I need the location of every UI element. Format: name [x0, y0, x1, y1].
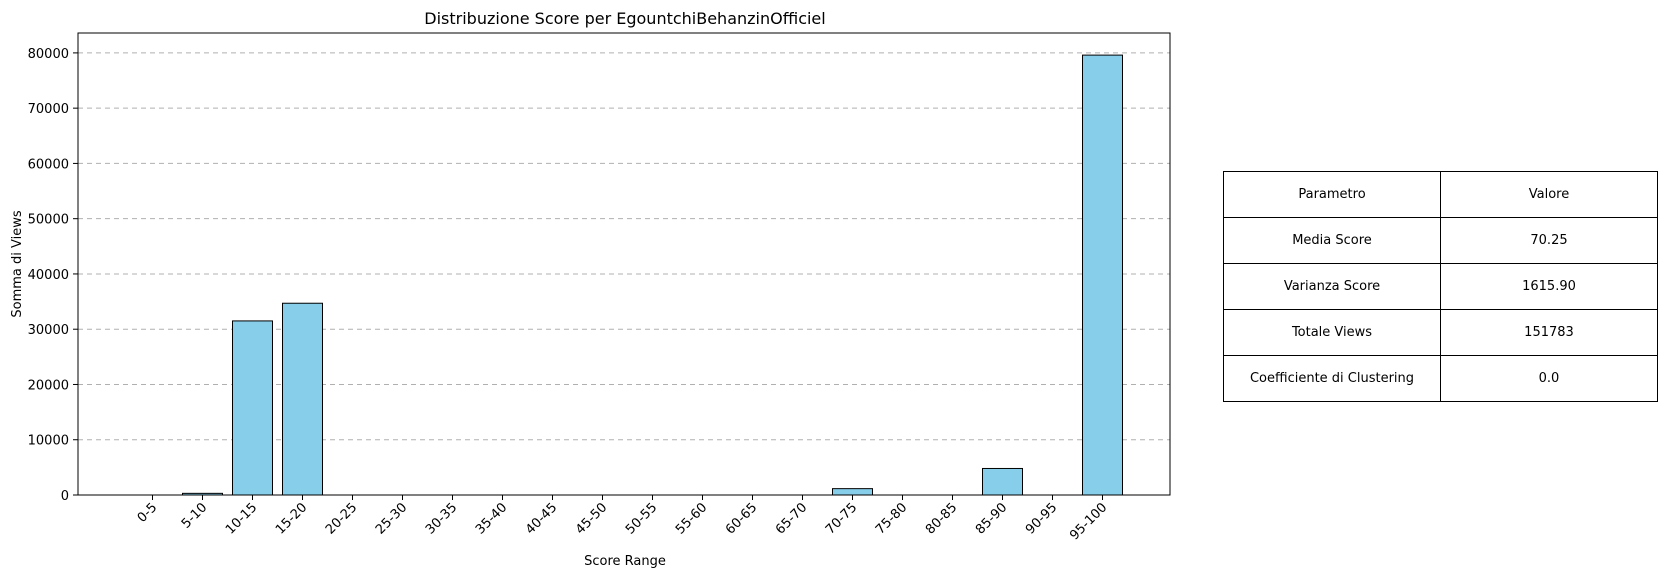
x-tick-label: 60-65 — [723, 500, 760, 537]
bar-85-90 — [982, 467, 1023, 496]
y-tick-label: 40000 — [28, 268, 69, 283]
x-tick-label: 95-100 — [1067, 500, 1110, 543]
table-cell-parameter: Media Score — [1223, 217, 1441, 264]
y-axis-ticks: 0 10000 20000 30000 40000 50000 60000 70000 8000… — [28, 47, 78, 504]
x-tick-label: 20-25 — [323, 500, 360, 537]
y-tick-label: 80000 — [28, 47, 69, 62]
table-cell-parameter: Coefficiente di Clustering — [1223, 355, 1441, 402]
table-cell-value: 0.0 — [1440, 355, 1658, 402]
x-tick-label: 5-10 — [179, 500, 210, 531]
x-tick-label: 45-50 — [573, 500, 610, 537]
table-row: Media Score 70.25 — [1223, 217, 1658, 264]
bar-70-75 — [832, 488, 873, 496]
table-row: Varianza Score 1615.90 — [1223, 263, 1658, 310]
y-tick-label: 70000 — [28, 102, 69, 117]
x-tick-label: 75-80 — [873, 500, 910, 537]
x-tick-label: 35-40 — [473, 500, 510, 537]
x-tick-label: 15-20 — [273, 500, 310, 537]
x-tick-label: 90-95 — [1023, 500, 1060, 537]
bar-95-100 — [1082, 54, 1123, 496]
y-tick-label: 30000 — [28, 323, 69, 338]
table-header-row: Parametro Valore — [1223, 171, 1658, 218]
table-row: Totale Views 151783 — [1223, 309, 1658, 356]
bar-15-20 — [282, 302, 323, 496]
x-tick-label: 10-15 — [223, 500, 260, 537]
y-axis-label: Somma di Views — [10, 210, 25, 317]
y-tick-label: 20000 — [28, 378, 69, 393]
x-tick-label: 85-90 — [973, 500, 1010, 537]
x-axis-label: Score Range — [584, 554, 666, 569]
table-row: Coefficiente di Clustering 0.0 — [1223, 355, 1658, 402]
x-tick-label: 25-30 — [373, 500, 410, 537]
x-tick-label: 70-75 — [823, 500, 860, 537]
y-tick-label: 60000 — [28, 157, 69, 172]
table-cell-value: 1615.90 — [1440, 263, 1658, 310]
x-tick-label: 65-70 — [773, 500, 810, 537]
table-cell-parameter: Varianza Score — [1223, 263, 1441, 310]
table-cell-parameter: Totale Views — [1223, 309, 1441, 356]
x-tick-label: 80-85 — [923, 500, 960, 537]
y-tick-label: 0 — [61, 489, 69, 504]
x-axis-ticks: 0-5 5-10 10-15 15-20 20-25 25-30 30-35 35-40 40-… — [135, 495, 1110, 543]
x-tick-label: 40-45 — [523, 500, 560, 537]
x-tick-label: 30-35 — [423, 500, 460, 537]
stats-table: Parametro Valore Media Score 70.25 Varianza … — [1223, 171, 1658, 402]
bar-10-15 — [232, 320, 273, 496]
y-tick-label: 50000 — [28, 213, 69, 228]
chart-title: Distribuzione Score per EgountchiBehanzi… — [424, 9, 825, 28]
y-tick-label: 10000 — [28, 434, 69, 449]
x-tick-label: 50-55 — [623, 500, 660, 537]
x-tick-label: 55-60 — [673, 500, 710, 537]
table-cell-value: 70.25 — [1440, 217, 1658, 264]
plot-frame — [77, 32, 1171, 496]
x-tick-label: 0-5 — [135, 500, 161, 526]
table-cell-value: 151783 — [1440, 309, 1658, 356]
table-cell-parameter: Parametro — [1223, 171, 1441, 218]
table-cell-value: Valore — [1440, 171, 1658, 218]
bars — [182, 54, 1123, 496]
